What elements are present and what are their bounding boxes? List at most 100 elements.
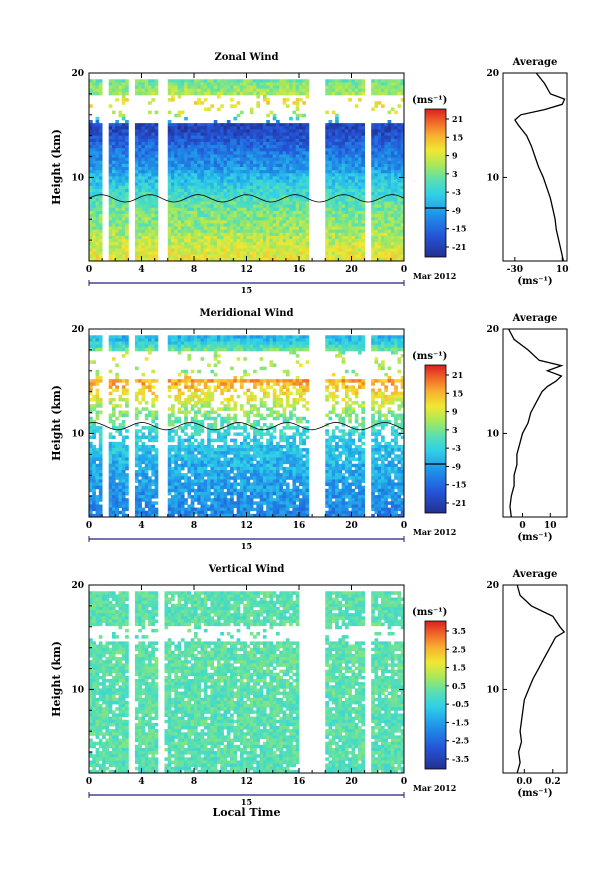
- heatmap-cell: [397, 223, 402, 227]
- heatmap-cell: [92, 210, 96, 215]
- heatmap-cell: [289, 257, 293, 262]
- heatmap-cell: [180, 176, 185, 180]
- heatmap-cell: [167, 242, 172, 246]
- heatmap-cell: [289, 85, 293, 90]
- heatmap-cell: [341, 251, 346, 256]
- heatmap-cell: [111, 154, 116, 158]
- day-label: 15: [241, 285, 252, 295]
- heatmap-cell: [341, 154, 346, 158]
- heatmap-cell: [400, 154, 405, 158]
- heatmap-cell: [292, 141, 297, 146]
- heatmap-cell: [151, 488, 156, 493]
- heatmap-cell: [92, 160, 96, 165]
- heatmap-cell: [184, 245, 188, 249]
- heatmap-cell: [115, 444, 119, 449]
- heatmap-cell: [151, 438, 156, 443]
- heatmap-cell: [223, 195, 228, 199]
- heatmap-cell: [230, 145, 234, 149]
- heatmap-cell: [302, 201, 306, 205]
- heatmap-cell: [279, 226, 283, 231]
- heatmap-cell: [233, 229, 238, 234]
- average-x-tick-label: 10: [556, 265, 569, 275]
- heatmap-cell: [220, 151, 224, 155]
- heatmap-cell: [92, 404, 96, 408]
- heatmap-cell: [144, 485, 149, 490]
- heatmap-cell: [203, 82, 208, 86]
- heatmap-cell: [92, 397, 96, 402]
- heatmap-cell: [325, 110, 329, 115]
- heatmap-cell: [184, 79, 188, 83]
- heatmap-cell: [216, 179, 221, 184]
- heatmap-cell: [121, 176, 126, 180]
- heatmap-cell: [302, 85, 306, 90]
- heatmap-cell: [276, 188, 280, 193]
- heatmap-cell: [210, 223, 215, 227]
- heatmap-cell: [335, 235, 339, 240]
- heatmap-cell: [262, 251, 267, 256]
- heatmap-cell: [167, 126, 172, 130]
- heatmap-cell: [305, 182, 310, 187]
- heatmap-cell: [148, 344, 152, 349]
- heatmap-cell: [187, 220, 192, 224]
- heatmap-cell: [249, 176, 254, 180]
- heatmap-cell: [246, 254, 251, 259]
- heatmap-cell: [174, 151, 178, 155]
- heatmap-cell: [115, 126, 119, 130]
- heatmap-cell: [249, 185, 254, 190]
- heatmap-cell: [151, 141, 156, 146]
- heatmap-cell: [262, 207, 267, 212]
- heatmap-cell: [111, 347, 116, 352]
- heatmap-cell: [108, 245, 113, 249]
- heatmap-cell: [269, 217, 274, 221]
- heatmap-cell: [220, 176, 224, 180]
- heatmap-cell: [108, 151, 113, 155]
- heatmap-cell: [197, 154, 201, 158]
- heatmap-cell: [92, 338, 96, 342]
- heatmap-cell: [203, 107, 208, 111]
- heatmap-cell: [338, 170, 343, 174]
- heatmap-cell: [125, 163, 129, 168]
- heatmap-cell: [118, 217, 123, 221]
- heatmap-cell: [89, 195, 93, 199]
- heatmap-cell: [351, 214, 356, 218]
- heatmap-cell: [98, 188, 103, 193]
- heatmap-cell: [390, 207, 395, 212]
- heatmap-cell: [125, 214, 129, 218]
- heatmap-cell: [89, 214, 93, 218]
- heatmap-cell: [111, 85, 116, 90]
- heatmap-cell: [269, 182, 274, 187]
- heatmap-cell: [184, 88, 188, 93]
- heatmap-cell: [200, 254, 205, 259]
- heatmap-cell: [121, 160, 126, 165]
- heatmap-cell: [151, 470, 156, 474]
- heatmap-cell: [400, 170, 405, 174]
- heatmap-cell: [226, 220, 231, 224]
- heatmap-cell: [341, 129, 346, 133]
- heatmap-cell: [226, 151, 231, 155]
- heatmap-cell: [384, 151, 388, 155]
- heatmap-cell: [374, 201, 379, 205]
- heatmap-cell: [121, 188, 126, 193]
- heatmap-cell: [171, 444, 175, 449]
- heatmap-cell: [118, 441, 123, 446]
- heatmap-cell: [111, 242, 116, 246]
- heatmap-cell: [115, 132, 119, 137]
- heatmap-cell: [295, 104, 300, 108]
- heatmap-cell: [118, 510, 123, 515]
- heatmap-cell: [272, 217, 277, 221]
- heatmap-cell: [226, 198, 231, 202]
- heatmap-cell: [259, 85, 264, 90]
- heatmap-cell: [351, 245, 356, 249]
- heatmap-cell: [92, 239, 96, 243]
- heatmap-cell: [328, 235, 333, 240]
- heatmap-cell: [89, 135, 93, 140]
- heatmap-cell: [230, 176, 234, 180]
- heatmap-cell: [299, 148, 303, 152]
- heatmap-cell: [328, 198, 333, 202]
- heatmap-cell: [148, 201, 152, 205]
- heatmap-cell: [98, 132, 103, 137]
- heatmap-cell: [115, 510, 119, 515]
- heatmap-cell: [374, 160, 379, 165]
- heatmap-cell: [200, 192, 205, 196]
